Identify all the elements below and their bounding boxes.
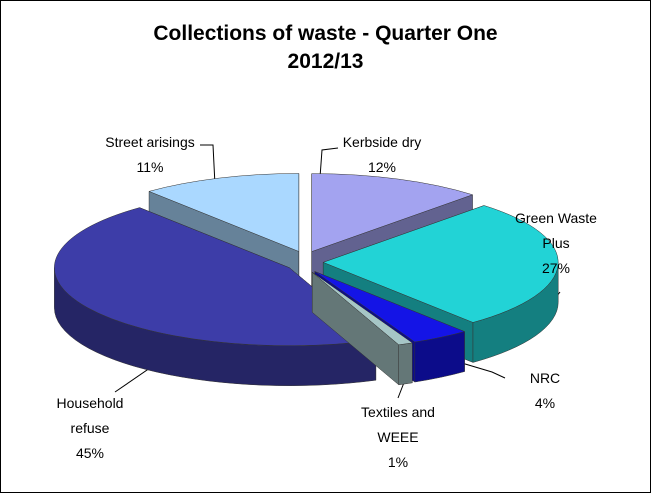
slice xyxy=(314,271,466,343)
slice-label: Kerbside dry 12% xyxy=(312,130,452,180)
category-label: Street arisings xyxy=(105,134,195,150)
slice xyxy=(54,207,377,346)
slice-label: Street arisings 11% xyxy=(80,130,220,180)
category-label: NRC xyxy=(529,370,561,386)
chart-title: Collections of waste - Quarter One 2012/… xyxy=(153,22,498,73)
category-label: Kerbside dry xyxy=(342,134,422,150)
value-label: 1% xyxy=(387,454,409,470)
slice-label: Textiles and WEEE 1% xyxy=(343,400,453,475)
value-label: 4% xyxy=(534,395,556,411)
slice xyxy=(148,173,300,252)
slice xyxy=(322,205,559,323)
value-label: 27% xyxy=(541,260,571,276)
category-label: Textiles and WEEE xyxy=(361,404,435,445)
category-label: Household refuse xyxy=(56,395,124,436)
value-label: 45% xyxy=(75,445,105,461)
value-label: 11% xyxy=(136,159,164,175)
slice-label: Household refuse 45% xyxy=(40,391,140,466)
slice xyxy=(312,272,413,346)
slice-side xyxy=(398,342,413,386)
value-label: 12% xyxy=(367,159,397,175)
slice-label: Green Waste Plus 27% xyxy=(501,206,611,281)
slice-label: NRC 4% xyxy=(505,366,585,416)
slice xyxy=(311,173,474,252)
category-label: Green Waste Plus xyxy=(515,210,597,251)
